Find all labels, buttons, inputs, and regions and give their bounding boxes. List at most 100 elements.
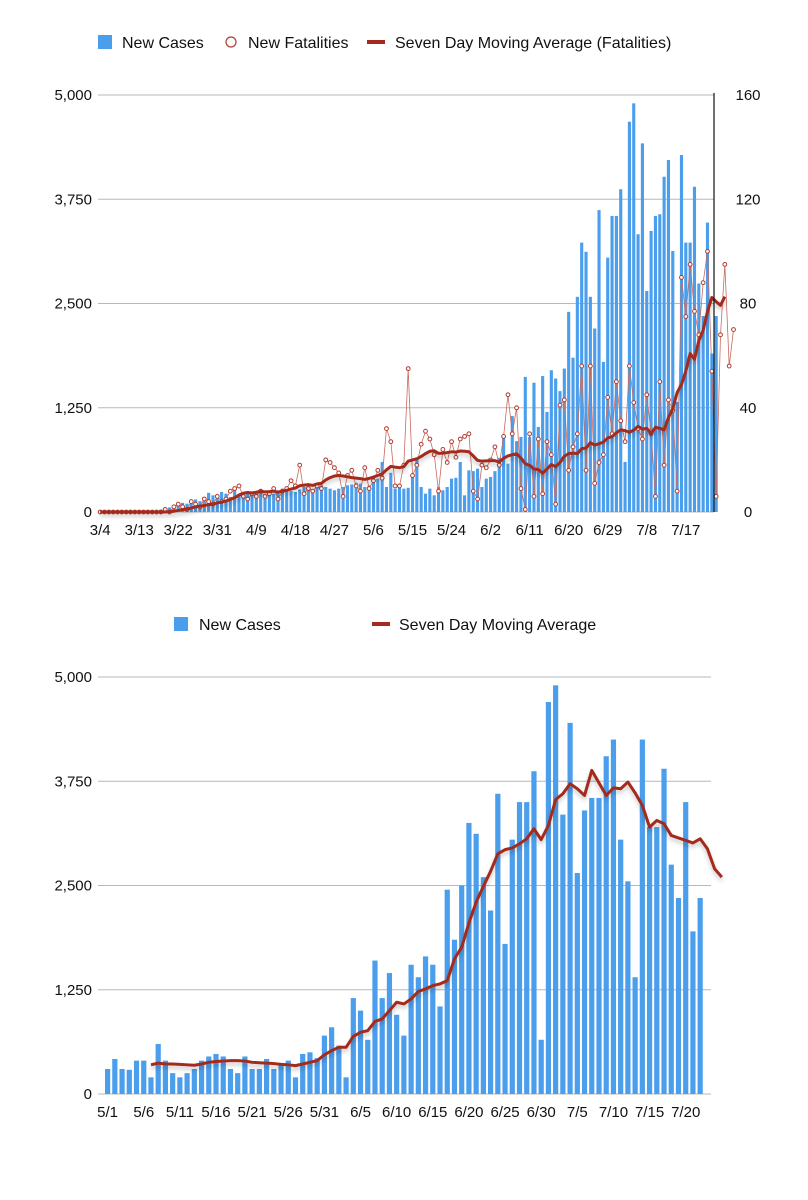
cases-bar	[589, 797, 595, 1094]
x-tick-label: 7/20	[671, 1104, 700, 1121]
cases-bar	[509, 839, 515, 1094]
fatality-point	[405, 366, 411, 372]
fatality-point	[418, 441, 424, 447]
cases-bar	[645, 290, 649, 512]
cases-bar	[343, 1077, 349, 1094]
cases-bar	[523, 376, 527, 512]
cases-bar	[428, 488, 432, 512]
chart1-legend: New Cases New Fatalities Seven Day Movin…	[98, 35, 671, 52]
chart2-gridlines	[98, 676, 711, 1095]
cases-bar	[133, 1060, 140, 1094]
cases-bar	[671, 250, 675, 512]
legend-moving-average-label: Seven Day Moving Average (Fatalities)	[395, 35, 671, 52]
cases-bar	[237, 494, 241, 512]
cases-bar	[701, 316, 705, 512]
cases-bar	[184, 1073, 190, 1094]
fatality-point	[423, 428, 428, 434]
fatality-point	[440, 447, 446, 452]
cases-bar	[584, 251, 588, 513]
x-tick-label: 5/21	[238, 1104, 267, 1121]
fatality-point	[661, 462, 667, 468]
fatality-point	[540, 491, 546, 497]
cases-bar	[697, 898, 703, 1094]
cases-bar	[493, 471, 497, 512]
cases-bar	[250, 495, 254, 512]
x-tick-label: 5/24	[437, 522, 466, 539]
cases-bar	[528, 436, 532, 512]
cases-bar	[119, 1068, 125, 1094]
fatality-point	[522, 506, 528, 512]
cases-bar	[384, 486, 389, 512]
cases-bar	[575, 296, 579, 512]
cases-bar	[506, 463, 510, 512]
x-tick-label: 7/15	[635, 1104, 664, 1121]
cases-bar	[601, 361, 605, 512]
fatality-point	[323, 457, 329, 463]
x-tick-label: 3/13	[125, 522, 154, 539]
fatality-point	[722, 262, 728, 267]
cases-bar	[285, 486, 289, 512]
cases-bar	[668, 864, 674, 1094]
cases-bar	[307, 1052, 313, 1094]
cases-bar	[467, 470, 471, 512]
chart1-right-axis-labels: 0 40 80 120 160	[735, 87, 760, 521]
cases-bar	[459, 885, 465, 1094]
x-tick-label: 6/20	[554, 522, 583, 539]
cases-bar	[263, 495, 267, 512]
legend-new-fatalities-label: New Fatalities	[248, 35, 348, 52]
cases-bar	[445, 486, 449, 512]
fatality-point	[375, 467, 381, 473]
x-tick-label: 3/4	[90, 522, 111, 539]
cases-bar	[684, 242, 688, 513]
cases-bar	[625, 881, 631, 1094]
y-right-tick-label: 80	[740, 296, 757, 313]
fatality-point	[305, 486, 311, 491]
cases-bar	[430, 964, 436, 1094]
fatality-point	[718, 332, 723, 338]
y-tick-label: 0	[84, 504, 92, 521]
fatality-point	[171, 504, 177, 510]
cases-bar	[640, 143, 644, 512]
cases-bar	[393, 488, 397, 512]
cases-bar	[560, 814, 566, 1094]
cases-bar	[567, 311, 571, 512]
cases-bar	[328, 488, 332, 512]
cases-bar	[619, 189, 623, 512]
cases-bar	[336, 1045, 342, 1094]
cases-bar	[606, 257, 610, 512]
fatality-point	[288, 478, 294, 484]
fatality-point	[514, 405, 520, 411]
fatality-point	[705, 248, 710, 254]
fatality-point	[379, 475, 385, 481]
cases-bar	[306, 488, 310, 512]
fatality-point	[527, 431, 533, 437]
cases-bar	[603, 756, 609, 1094]
fatality-point	[622, 439, 628, 445]
x-tick-label: 6/29	[593, 522, 622, 539]
fatality-point	[553, 501, 559, 507]
cases-bar	[593, 328, 597, 512]
chart2-y-axis-labels: 0 1,250 2,500 3,750 5,000	[54, 669, 92, 1103]
chart2-x-axis-labels: 5/1 5/6 5/11 5/16 5/21 5/26 5/31 6/5 6/10 6/15 6/2…	[97, 1104, 700, 1121]
cases-bar	[141, 1060, 147, 1094]
cases-bar	[271, 1068, 277, 1094]
y-tick-label: 1,250	[54, 400, 92, 417]
fatality-point	[236, 483, 242, 489]
fatality-point	[475, 496, 480, 502]
cases-bar	[661, 768, 667, 1094]
cases-bar	[581, 810, 588, 1094]
fatality-point	[466, 431, 472, 437]
fatality-point	[245, 496, 251, 502]
cases-bar	[495, 793, 501, 1094]
fatality-point	[366, 486, 372, 491]
cases-bar	[380, 461, 384, 512]
cases-bar	[618, 839, 624, 1094]
cases-bar	[177, 1077, 183, 1094]
cases-bar	[206, 1056, 212, 1094]
fatality-point	[319, 486, 324, 491]
y-tick-label: 2,500	[54, 878, 92, 895]
cases-bar	[285, 1060, 291, 1094]
fatality-point	[496, 462, 502, 468]
fatality-point	[709, 368, 715, 374]
cases-bar	[688, 242, 692, 513]
